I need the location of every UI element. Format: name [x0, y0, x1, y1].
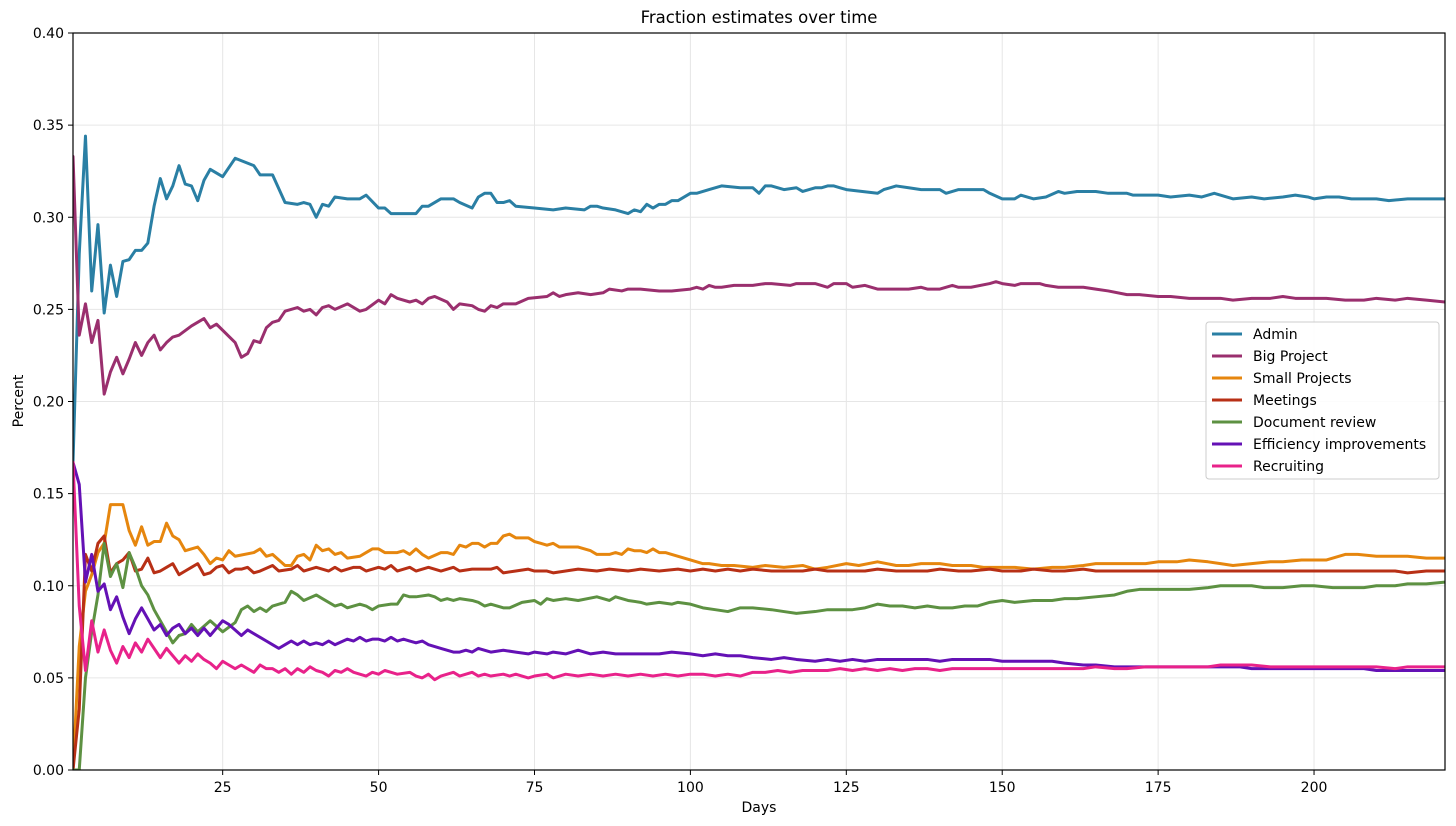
legend-label-efficiency-improvements: Efficiency improvements — [1253, 437, 1426, 453]
y-tick-label: 0.15 — [33, 487, 64, 503]
x-tick-label: 75 — [526, 780, 544, 796]
legend-label-meetings: Meetings — [1253, 393, 1317, 409]
y-tick-label: 0.05 — [33, 671, 64, 687]
x-axis-title: Days — [742, 800, 777, 816]
y-axis-title: Percent — [11, 374, 27, 427]
y-tick-label: 0.00 — [33, 763, 64, 779]
series-line-admin — [73, 134, 1445, 464]
legend-label-small-projects: Small Projects — [1253, 371, 1352, 387]
y-tick-label: 0.30 — [33, 210, 64, 226]
y-tick-label: 0.25 — [33, 302, 64, 318]
y-tick-label: 0.10 — [33, 579, 64, 595]
x-tick-label: 50 — [370, 780, 388, 796]
legend-label-document-review: Document review — [1253, 415, 1376, 431]
x-tick-label: 175 — [1145, 780, 1172, 796]
legend-box — [1205, 321, 1440, 480]
series-line-small-projects — [73, 503, 1445, 770]
y-tick-label: 0.20 — [33, 395, 64, 411]
axis-ticks: 25 50 75 100 125 150 175 200 0.00 0.05 0.10 0.15 0.2… — [33, 26, 1328, 796]
series-lines — [73, 134, 1445, 770]
y-tick-label: 0.35 — [33, 118, 64, 134]
legend-label-recruiting: Recruiting — [1253, 459, 1324, 475]
x-tick-label: 25 — [214, 780, 232, 796]
chart-title: Fraction estimates over time — [641, 8, 878, 27]
chart-legend: Admin Big Project Small Projects Meetings Do… — [1205, 321, 1440, 480]
series-line-meetings — [73, 534, 1445, 770]
legend-label-admin: Admin — [1253, 327, 1298, 343]
legend-label-big-project: Big Project — [1253, 349, 1328, 365]
x-tick-label: 150 — [989, 780, 1016, 796]
series-line-efficiency-improvements — [73, 460, 1445, 672]
series-line-document-review — [73, 541, 1445, 770]
y-tick-label: 0.40 — [33, 26, 64, 42]
x-tick-label: 100 — [677, 780, 704, 796]
x-tick-label: 200 — [1301, 780, 1328, 796]
x-tick-label: 125 — [833, 780, 860, 796]
series-line-recruiting — [73, 460, 1445, 682]
series-line-big-project — [73, 154, 1445, 396]
